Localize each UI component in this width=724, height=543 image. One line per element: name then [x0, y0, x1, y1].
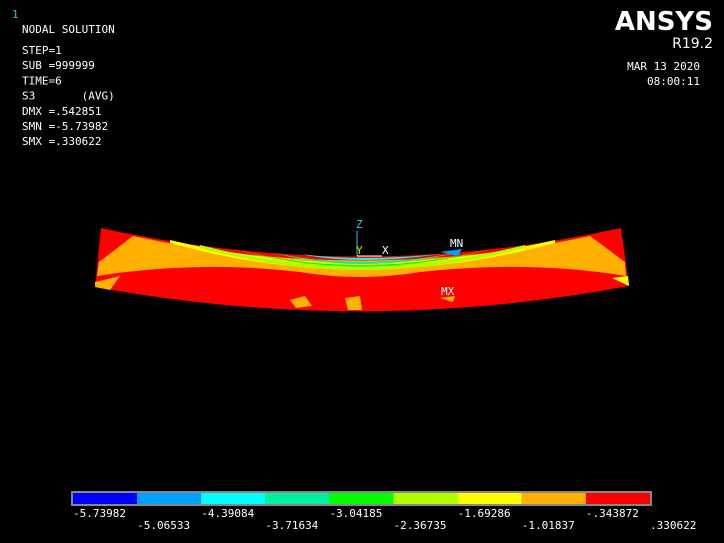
max-marker: MX: [441, 285, 455, 298]
legend-swatch: [201, 493, 266, 504]
info-line: TIME=6: [22, 74, 62, 87]
legend-label: -2.36735: [394, 519, 447, 532]
legend-label: -1.01837: [522, 519, 575, 532]
info-line: SMN =-5.73982: [22, 120, 108, 133]
version: R19.2: [672, 36, 713, 52]
legend-swatch: [329, 493, 394, 504]
info-line: STEP=1: [22, 44, 62, 57]
beam-band: [300, 254, 440, 260]
legend-label: -1.69286: [458, 507, 511, 520]
legend-label: -3.04185: [329, 507, 382, 520]
triad: Z Y X: [356, 218, 389, 257]
legend-label: -4.39084: [201, 507, 254, 520]
info-line: SUB =999999: [22, 59, 95, 72]
date: MAR 13 2020: [627, 60, 700, 73]
legend-label: .330622: [650, 519, 696, 532]
info-line: DMX =.542851: [22, 105, 101, 118]
legend-swatch: [137, 493, 202, 504]
info-line: SMX =.330622: [22, 135, 101, 148]
beam-contour: [95, 228, 629, 312]
beam-band: [230, 248, 495, 267]
legend-label: -5.06533: [137, 519, 190, 532]
info-lines: STEP=1 SUB =999999 TIME=6 S3 (AVG) DMX =.542…: [22, 44, 115, 148]
legend-label: -.343872: [586, 507, 639, 520]
beam-band: [440, 249, 462, 256]
y-label: Y: [356, 244, 363, 257]
z-label: Z: [356, 218, 363, 231]
window-number: 1: [12, 8, 19, 21]
legend-swatch: [265, 493, 330, 504]
legend-swatch: [73, 493, 138, 504]
legend-swatch: [457, 493, 522, 504]
beam-band: [95, 276, 120, 290]
time: 08:00:11: [647, 75, 700, 88]
beam-band: [200, 245, 525, 270]
legend: -5.73982 -5.06533 -4.39084 -3.71634 -3.04185…: [71, 491, 696, 532]
info-line: S3 (AVG): [22, 90, 115, 103]
x-label: X: [382, 244, 389, 257]
beam-band: [270, 252, 460, 264]
info-title: NODAL SOLUTION: [22, 23, 115, 36]
min-marker: MN: [450, 237, 463, 250]
legend-swatch: [521, 493, 586, 504]
legend-swatch: [393, 493, 458, 504]
legend-label: -3.71634: [265, 519, 318, 532]
legend-swatch: [585, 493, 650, 504]
beam-band: [97, 236, 626, 277]
logo: ANSYS: [615, 7, 713, 37]
legend-label: -5.73982: [73, 507, 126, 520]
beam-band: [612, 276, 629, 286]
